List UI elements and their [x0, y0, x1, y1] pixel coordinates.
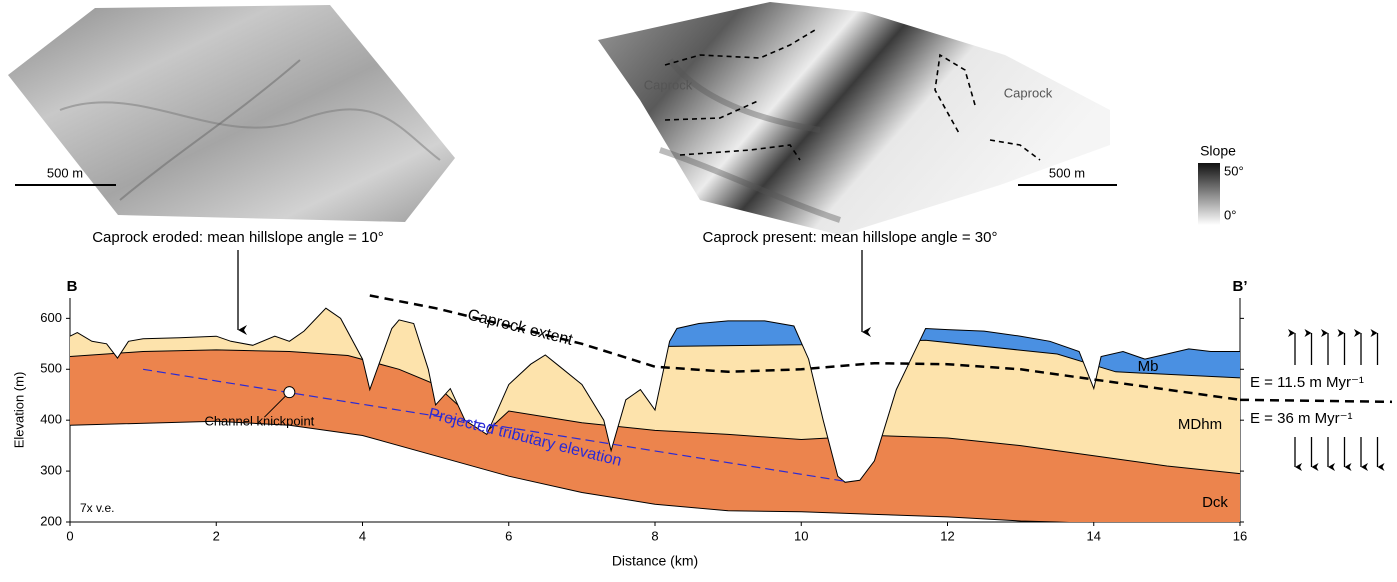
- section-end: B’: [1233, 278, 1248, 295]
- x-tick-label: 10: [794, 528, 808, 543]
- exaggeration: 7x v.e.: [80, 501, 114, 515]
- section-start: B: [67, 278, 78, 295]
- y-axis-label: Elevation (m): [11, 372, 26, 449]
- colorbar-label: 50°: [1224, 163, 1244, 178]
- rate-label: E = 11.5 m Myr⁻¹: [1250, 374, 1364, 391]
- caprock-label: Caprock: [644, 77, 693, 92]
- x-tick-label: 12: [940, 528, 954, 543]
- x-tick-label: 4: [359, 528, 366, 543]
- x-tick-label: 2: [213, 528, 220, 543]
- caption: Caprock eroded: mean hillslope angle = 1…: [92, 229, 384, 246]
- x-tick-label: 16: [1233, 528, 1247, 543]
- knickpoint-label: Channel knickpoint: [204, 414, 314, 429]
- y-tick-label: 500: [40, 361, 62, 376]
- y-tick-label: 600: [40, 310, 62, 325]
- caprock-label: Caprock: [1004, 85, 1053, 100]
- knickpoint: [284, 387, 295, 398]
- colorbar-label: 0°: [1224, 207, 1236, 222]
- figure: 500 m Caprock Caprock 500 m Slope 50° 0°…: [0, 0, 1397, 577]
- scale-bar-label: 500 m: [47, 165, 83, 180]
- x-tick-label: 0: [66, 528, 73, 543]
- y-tick-label: 400: [40, 412, 62, 427]
- x-tick-label: 6: [505, 528, 512, 543]
- hillshade-left: 500 m: [8, 5, 455, 222]
- scale-bar-label: 500 m: [1049, 165, 1085, 180]
- y-tick-label: 300: [40, 463, 62, 478]
- colorbar-title: Slope: [1200, 143, 1236, 159]
- layer-label: Dck: [1202, 494, 1228, 511]
- y-tick-label: 200: [40, 513, 62, 528]
- layer-fills: [70, 238, 1240, 528]
- x-axis-label: Distance (km): [612, 553, 698, 569]
- line-label: Caprock extent: [466, 306, 575, 349]
- hillshade-right: Caprock Caprock 500 m: [598, 2, 1117, 235]
- x-tick-label: 14: [1087, 528, 1101, 543]
- rate-label: E = 36 m Myr⁻¹: [1250, 410, 1353, 427]
- colorbar: Slope 50° 0°: [1198, 143, 1244, 225]
- x-tick-label: 8: [651, 528, 658, 543]
- dashed-extension: [1240, 400, 1392, 402]
- caption: Caprock present: mean hillslope angle = …: [703, 229, 998, 246]
- layer-label: MDhm: [1178, 416, 1222, 433]
- layer-label: Mb: [1138, 358, 1159, 375]
